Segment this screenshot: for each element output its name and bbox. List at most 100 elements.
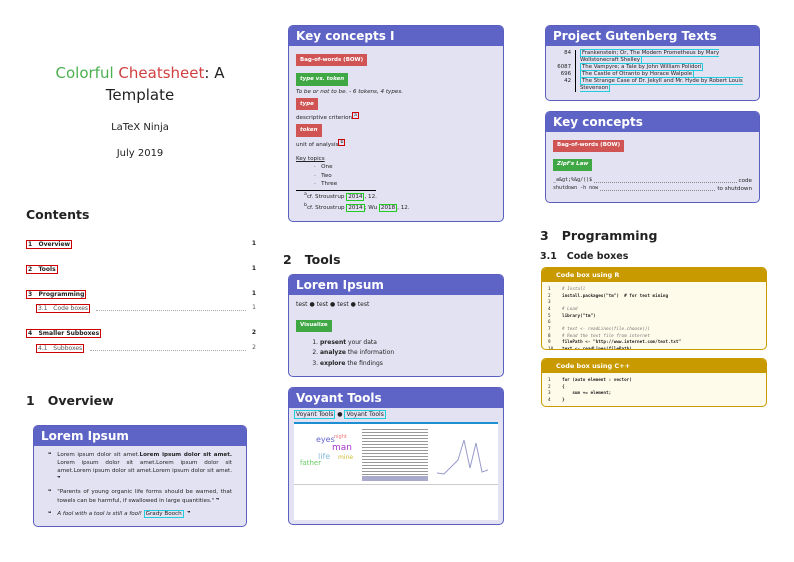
box-title: Key concepts bbox=[546, 112, 759, 132]
toc-link: 2 Tools bbox=[26, 265, 58, 274]
toc-page: 1 bbox=[252, 304, 256, 311]
toc-link: 3 Programming bbox=[26, 290, 87, 299]
tag-bow: Bag-of-words (BOW) bbox=[296, 54, 368, 67]
code-line: 4 # Load bbox=[548, 306, 578, 312]
key-row: shutdown -h now to shutdown bbox=[553, 185, 752, 193]
toc-entry[interactable]: 2 Tools 1 bbox=[26, 265, 256, 274]
code-line: 5 library("tm") bbox=[548, 313, 596, 319]
type-desc: descriptive criterion bbox=[296, 115, 353, 121]
cite-link[interactable]: 2018 bbox=[378, 203, 398, 212]
document-title: Colorful Cheatsheet: A Template bbox=[30, 63, 250, 107]
toc-entry[interactable]: 3 Programming 1 bbox=[26, 290, 256, 299]
r-code: 1 # Install 2 install.packages("tm") # for … bbox=[542, 282, 766, 350]
code-line: 6 bbox=[548, 320, 551, 326]
overview-heading: 1 Overview bbox=[26, 393, 114, 408]
toc-page: 1 bbox=[251, 290, 256, 297]
box-title: Key concepts I bbox=[289, 26, 503, 46]
title-word-colorful: Colorful bbox=[55, 64, 114, 82]
toc-link: 4 Smaller Subboxes bbox=[26, 329, 102, 338]
tools-lorem-box: Lorem Ipsum test ● test ● test ● test Vi… bbox=[288, 274, 504, 377]
token-desc: unit of analysis bbox=[296, 141, 339, 148]
key-concepts-box: Key concepts Bag-of-words (BOW) Zipf's L… bbox=[545, 111, 760, 203]
lorem-ipsum-box: Lorem Ipsum ❝ Lorem ipsum dolor sit amet.… bbox=[33, 425, 247, 527]
key-concepts-1-box: Key concepts I Bag-of-words (BOW) type v… bbox=[288, 25, 504, 222]
gutenberg-row: 6087 The Vampyre; a Tale by John William … bbox=[552, 63, 753, 72]
voyant-tools-box: Voyant Tools Voyant Tools ● Voyant Tools… bbox=[288, 387, 504, 525]
code-line: 10 text <- readLines(filePath) bbox=[548, 346, 632, 350]
code-box-cpp: Code box using C++ 1 for (auto element : … bbox=[541, 358, 767, 407]
citation-link[interactable]: Grady Booch bbox=[143, 509, 184, 518]
code-line: 9 filePath <- "http://www.internet.com/te… bbox=[548, 340, 681, 346]
divider bbox=[294, 483, 498, 485]
toc-page: 2 bbox=[252, 344, 256, 351]
code-line: 1 for (auto element : vector) bbox=[548, 378, 632, 383]
gutenberg-link[interactable]: Frankenstein; Or, The Modern Prometheus … bbox=[580, 49, 720, 65]
code-line: 8 # Read the text file from internet bbox=[548, 333, 650, 339]
topic-item: · One bbox=[314, 164, 333, 171]
word-cloud: eyes man life father night mine bbox=[300, 433, 354, 467]
gutenberg-row: 42 The Strange Case of Dr. Jekyll and Mr.… bbox=[552, 77, 753, 93]
topic-item: · Two bbox=[314, 172, 332, 179]
topic-item: · Three bbox=[314, 181, 338, 188]
gutenberg-row: 84 Frankenstein; Or, The Modern Prometheu… bbox=[552, 49, 753, 65]
step-item: explore the findings bbox=[320, 359, 496, 370]
code-line: 1 # Install bbox=[548, 287, 586, 292]
key-row: _a&gt;%&g/()$ code bbox=[553, 176, 752, 184]
toc-link: 3.1 Code boxes bbox=[36, 304, 91, 313]
toc-page: 1 bbox=[251, 265, 256, 272]
test-list: test ● test ● test ● test bbox=[296, 301, 370, 308]
box-title: Lorem Ipsum bbox=[34, 426, 246, 446]
tag-visualize: Visualize bbox=[296, 319, 332, 332]
tag-token: token bbox=[296, 124, 322, 137]
code-line: 3 sum += element; bbox=[548, 391, 612, 397]
footnote-a-link[interactable]: a bbox=[352, 112, 359, 120]
reader-bar bbox=[362, 475, 428, 481]
test-item: test bbox=[337, 301, 349, 308]
gutenberg-link[interactable]: The Vampyre; a Tale by John William Poli… bbox=[580, 63, 704, 72]
code-box-r: Code box using R 1 # Install 2 install.pack… bbox=[541, 267, 767, 350]
code-line: 4} bbox=[548, 397, 565, 403]
title-rest: : A bbox=[204, 64, 225, 82]
example: To be or not to be. - 6 tokens, 4 types. bbox=[296, 88, 404, 95]
cite-link[interactable]: 2014 bbox=[346, 193, 365, 202]
tools-heading: 2 Tools bbox=[283, 252, 341, 267]
footnote-b: bcf. Stroustrup 2014; Wu 2018, 12. bbox=[304, 202, 410, 212]
quote-2: ❝ "Parents of young organic life forms sh… bbox=[48, 489, 232, 504]
code-line: 7 # text <- readLines(file.choose()) bbox=[548, 326, 650, 332]
gutenberg-link[interactable]: The Castle of Otranto by Horace Walpole bbox=[580, 70, 695, 79]
toc-entry[interactable]: 3.1 Code boxes 1 bbox=[36, 304, 256, 313]
toc-page: 1 bbox=[251, 240, 256, 247]
voyant-link-2[interactable]: Voyant Tools bbox=[344, 410, 386, 419]
cite-link[interactable]: 2014 bbox=[346, 203, 365, 212]
test-item: test bbox=[296, 301, 308, 308]
tag-type: type bbox=[296, 97, 318, 111]
gutenberg-link[interactable]: The Strange Case of Dr. Jekyll and Mr. H… bbox=[580, 77, 743, 93]
tag-zipf: Zipf's Law bbox=[553, 158, 593, 171]
box-title: Voyant Tools bbox=[289, 388, 503, 408]
title-line2: Template bbox=[105, 85, 175, 104]
code-line: 2{ bbox=[548, 384, 565, 390]
toc-entry[interactable]: 4.1 Subboxes 2 bbox=[36, 344, 256, 353]
footnote-a: acf. Stroustrup 2014, 12. bbox=[304, 192, 377, 202]
programming-heading: 3 Programming bbox=[540, 228, 658, 243]
footnote-b-link[interactable]: b bbox=[338, 138, 346, 146]
date: July 2019 bbox=[116, 148, 164, 159]
contents-heading: Contents bbox=[26, 207, 90, 222]
toc-link: 4.1 Subboxes bbox=[36, 344, 85, 353]
toc-entry[interactable]: 4 Smaller Subboxes 2 bbox=[26, 329, 256, 338]
gutenberg-row: 696 The Castle of Otranto by Horace Walpo… bbox=[552, 70, 753, 79]
voyant-link-1[interactable]: Voyant Tools bbox=[294, 410, 336, 419]
test-item: test bbox=[357, 301, 370, 308]
code-boxes-heading: 3.1 Code boxes bbox=[540, 251, 629, 262]
author: LaTeX Ninja bbox=[111, 122, 169, 133]
tag-type-vs-token: type vs. token bbox=[296, 73, 349, 86]
toc-page: 2 bbox=[251, 329, 256, 336]
test-item: test bbox=[316, 301, 329, 308]
step-item: analyze the information bbox=[320, 348, 496, 359]
title-word-cheatsheet: Cheatsheet bbox=[118, 64, 205, 82]
code-line: 3 bbox=[548, 300, 551, 306]
toc-link: 1 Overview bbox=[26, 240, 73, 249]
box-title: Lorem Ipsum bbox=[289, 275, 503, 295]
toc-entry[interactable]: 1 Overview 1 bbox=[26, 240, 256, 249]
box-title: Code box using R bbox=[542, 268, 766, 282]
